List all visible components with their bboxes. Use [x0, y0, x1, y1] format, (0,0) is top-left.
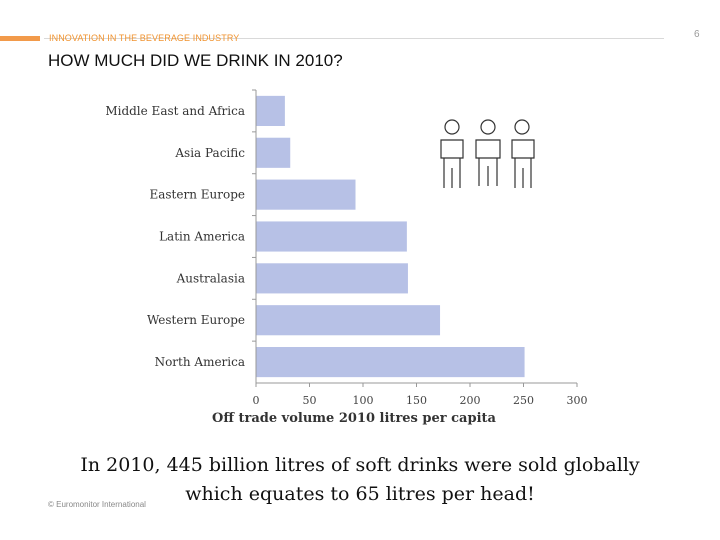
x-axis-title: Off trade volume 2010 litres per capita	[212, 411, 496, 426]
category-label: Eastern Europe	[149, 188, 245, 202]
x-tick-label: 150	[406, 394, 427, 407]
copyright-footer: © Euromonitor International	[48, 500, 146, 509]
bar-latin-america	[256, 221, 407, 252]
accent-bar	[0, 36, 40, 41]
tick-labels-group: 0 50 100 150 200 250 300	[253, 394, 588, 407]
header-divider	[44, 38, 664, 39]
bar-north-america	[256, 347, 525, 378]
section-supertitle: INNOVATION IN THE BEVERAGE INDUSTRY	[49, 33, 240, 43]
bar-australasia	[256, 263, 408, 294]
category-label: Asia Pacific	[174, 146, 245, 160]
conclusion-line-2: which equates to 65 litres per head!	[185, 483, 535, 505]
x-tick-label: 0	[253, 394, 260, 407]
bar-middle-east-and-africa	[256, 95, 285, 126]
x-tick-label: 50	[303, 394, 317, 407]
category-label: Western Europe	[147, 313, 245, 327]
category-label: North America	[155, 355, 245, 369]
axes-group	[252, 89, 578, 387]
bar-asia-pacific	[256, 137, 291, 168]
group-of-people-icon	[440, 119, 535, 188]
bars-group	[256, 95, 525, 378]
category-label: Australasia	[176, 271, 245, 285]
page-number: 6	[694, 29, 700, 40]
category-label: Latin America	[159, 230, 245, 244]
category-labels-group: Middle East and Africa Asia Pacific Easter…	[105, 104, 245, 369]
bar-eastern-europe	[256, 179, 356, 210]
page-title: HOW MUCH DID WE DRINK IN 2010?	[48, 51, 343, 70]
x-tick-label: 250	[513, 394, 534, 407]
conclusion-line-1: In 2010, 445 billion litres of soft drin…	[80, 454, 640, 476]
x-tick-label: 300	[567, 394, 588, 407]
conclusion-text: In 2010, 445 billion litres of soft drin…	[40, 451, 680, 509]
x-tick-label: 100	[353, 394, 374, 407]
x-tick-label: 200	[460, 394, 481, 407]
bar-western-europe	[256, 305, 441, 336]
category-label: Middle East and Africa	[105, 104, 245, 118]
